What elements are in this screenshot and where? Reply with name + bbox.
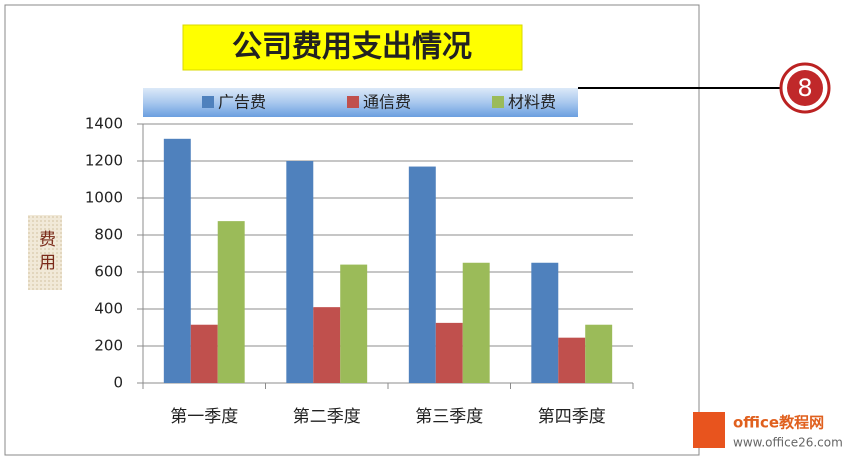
bar (531, 262, 559, 383)
legend-marker (347, 96, 359, 108)
bar (313, 307, 341, 383)
bar (217, 221, 245, 383)
badge-label: 8 (797, 74, 812, 102)
chart-title: 公司费用支出情况 (232, 30, 472, 65)
logo-icon (693, 412, 725, 448)
y-tick-label: 0 (113, 374, 123, 392)
bar (340, 264, 368, 383)
legend-label: 通信费 (363, 93, 411, 112)
watermark-name: office教程网 (733, 414, 824, 432)
bar (163, 138, 191, 383)
x-tick-label: 第三季度 (415, 407, 483, 427)
watermark-url: www.office26.com (733, 436, 843, 450)
y-tick-label: 800 (94, 226, 123, 244)
y-tick-label: 200 (94, 337, 123, 355)
bar (435, 322, 463, 383)
bar (462, 262, 490, 383)
y-tick-label: 1000 (85, 189, 123, 207)
y-tick-label: 400 (94, 300, 123, 318)
x-tick-label: 第四季度 (538, 407, 606, 427)
y-label-box (28, 215, 62, 290)
y-tick-label: 1200 (85, 152, 123, 170)
y-tick-label: 600 (94, 263, 123, 281)
legend-marker (492, 96, 504, 108)
bar (190, 324, 218, 383)
x-tick-label: 第二季度 (293, 407, 361, 427)
title-box (182, 24, 523, 71)
legend-box (143, 88, 578, 117)
bar (585, 324, 613, 383)
y-tick-label: 1400 (85, 115, 123, 133)
legend-marker (202, 96, 214, 108)
bar (558, 337, 586, 383)
legend-label: 广告费 (218, 93, 266, 112)
bar (408, 166, 436, 383)
x-tick-label: 第一季度 (170, 407, 238, 427)
y-axis-label: 费用 (35, 230, 56, 276)
legend-label: 材料费 (508, 93, 556, 112)
badge (787, 70, 823, 106)
bar (286, 161, 314, 383)
